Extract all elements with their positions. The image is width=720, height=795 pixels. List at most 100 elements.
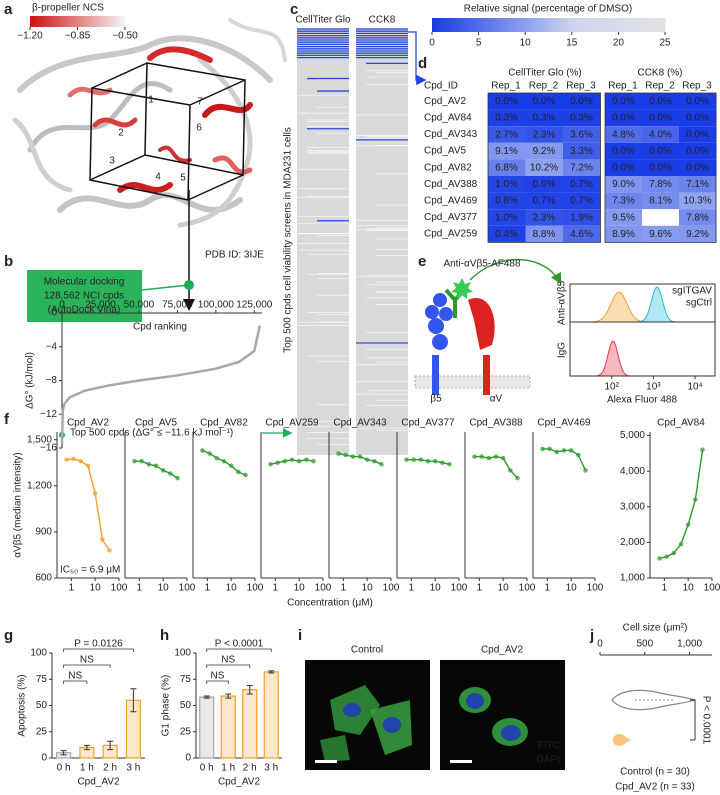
x-tick-label: 100 [587,583,604,594]
plot-title: Cpd_AV84 [657,418,705,429]
channel-label: DAPI [537,755,560,766]
table-cell [488,176,526,193]
table-header: Rep_3 [682,81,712,92]
x-tick-label: 100 [247,583,264,594]
table-cell [563,109,601,127]
y-tick-label: 100 [30,648,47,659]
colorbar-cell [649,18,654,32]
data-point [472,454,477,459]
table-cell [488,93,526,110]
cell-label: 0.0% [612,146,635,157]
colorbar-tick-label: 25 [659,38,671,49]
plot-title: Cpd_AV82 [200,418,248,429]
table-cell [488,109,526,127]
table-cell [679,126,717,143]
data-point [343,452,348,458]
histogram [586,291,652,323]
table-cell [525,225,563,243]
table-row-id: Cpd_AV2 [424,96,467,107]
x-tick-label: 1 [69,583,75,594]
pdb-label: PDB ID: 3IJE [205,250,264,261]
docking-text: (AutoDock Vina) [48,305,121,316]
data-point [540,446,545,452]
x-axis-label: Concentration (μM) [287,598,373,609]
protein-structure [12,18,287,228]
data-point [411,457,416,462]
table-cell [563,225,601,243]
data-point [576,452,581,458]
cell-label: 1.9% [570,212,593,223]
x-tick-label: 1 h [221,763,235,774]
cell-label: 0.0% [686,163,709,174]
cell-label: 2.3% [533,212,556,223]
x-tick-label: 100 [315,583,332,594]
x-tick-label: 1 [341,583,347,594]
colorbar-cell [633,18,639,32]
colorbar-cell [653,18,658,32]
colorbar-cell [525,18,530,32]
colorbar-cell [602,18,608,32]
panel-label: c [290,1,298,18]
data-point [583,468,588,473]
cell-label: 0.0% [649,146,672,157]
cell-label: 0.8% [495,196,518,207]
cell-label: 2.3% [533,129,556,140]
cell-label: 0.3% [570,113,593,124]
cell-label: 3.3% [570,146,593,157]
heatmap-ylabel: Top 500 cpds cell viability screens in M… [283,127,294,353]
group-label: Cpd_AV2 (n = 33) [615,782,695,793]
cell-label: 7.1% [686,179,709,190]
table-header: Rep_1 [608,81,638,92]
x-tick-label: 0 h [200,763,214,774]
error-bar [268,670,275,674]
colorbar-cell [517,18,522,32]
x-tick-label: 2 h [243,763,257,774]
data-point [275,460,280,466]
cell-label: 9.1% [495,146,518,157]
blade-label: 2 [118,128,124,139]
table-cell [642,176,680,193]
docking-text: Molecular docking [44,277,125,288]
data-point [500,455,506,461]
x-tick-label: 100 [704,583,720,594]
data-point [236,469,241,475]
table-cell [642,109,680,127]
cell-label: 0.0% [612,96,635,107]
colorbar-cell [661,18,666,32]
annotation: IC₅₀ = 6.9 μM [60,565,120,576]
table-row-id: Cpd_AV5 [424,146,467,157]
table-cell [525,159,563,176]
data-line [474,455,519,479]
table-cell [525,192,563,210]
data-point [515,475,520,481]
cell-label: 2.7% [495,129,518,140]
colorbar-cell [532,18,538,32]
cell-label: 0.0% [495,96,518,107]
cell-label: 0.4% [495,229,518,240]
table-row-id: Cpd_AV343 [424,129,478,140]
data-point [693,497,698,502]
hist-ylabel: IgG [557,342,568,358]
x-tick-label: 10 [566,583,578,594]
data-point [671,550,677,556]
x-tick-label: 500 [636,639,653,650]
data-point [568,448,574,453]
y-tick-label: 1,000 [620,573,645,584]
data-point [92,491,98,496]
annotation: NS [80,655,94,666]
legend-label: sgITGAV [672,286,712,297]
docking-text: 128,562 NCI cpds [44,291,124,302]
y-tick-label: 75 [36,674,48,685]
plot-title: Cpd_AV259 [265,418,319,429]
heatmap-title: CCK8 [369,15,396,26]
bracket [63,648,134,652]
x-tick-label: 10 [362,583,374,594]
subunit-label: β5 [430,394,442,405]
table-cell [642,126,680,143]
x-tick-label: 1 h [80,763,94,774]
x-tick-label: 10 [430,583,442,594]
colorbar-cell [466,18,472,32]
data-point [200,448,205,453]
colorbar-cell [474,18,480,32]
